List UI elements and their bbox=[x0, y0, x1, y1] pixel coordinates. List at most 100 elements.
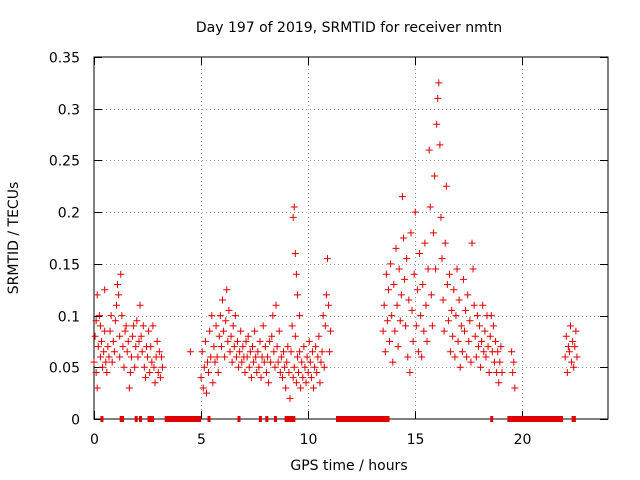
data-point bbox=[144, 353, 152, 361]
data-point bbox=[446, 270, 454, 278]
data-point bbox=[296, 348, 304, 356]
y-tick-label: 0.35 bbox=[49, 51, 80, 67]
data-point bbox=[213, 353, 221, 361]
data-point bbox=[508, 348, 516, 356]
data-point bbox=[257, 374, 265, 382]
data-point bbox=[157, 353, 165, 361]
data-point bbox=[418, 353, 426, 361]
data-point bbox=[389, 358, 397, 366]
data-point bbox=[102, 358, 110, 366]
data-point bbox=[112, 301, 120, 309]
data-point bbox=[388, 312, 396, 320]
data-point bbox=[567, 322, 575, 330]
data-point bbox=[99, 363, 107, 371]
data-point bbox=[291, 332, 299, 340]
data-point bbox=[272, 301, 280, 309]
data-point bbox=[317, 358, 325, 366]
data-point bbox=[215, 332, 223, 340]
data-point bbox=[137, 332, 145, 340]
data-point bbox=[252, 353, 260, 361]
data-point bbox=[396, 317, 404, 325]
data-point bbox=[298, 358, 306, 366]
data-point bbox=[390, 281, 398, 289]
data-point bbox=[284, 343, 292, 351]
data-point bbox=[125, 384, 133, 392]
data-point bbox=[259, 322, 267, 330]
data-point bbox=[129, 332, 137, 340]
data-point bbox=[473, 312, 481, 320]
data-point bbox=[425, 146, 433, 154]
data-point bbox=[97, 337, 105, 345]
data-point bbox=[300, 343, 308, 351]
data-point bbox=[282, 384, 290, 392]
data-point bbox=[210, 343, 218, 351]
data-point bbox=[115, 291, 123, 299]
data-point bbox=[118, 312, 126, 320]
data-point bbox=[202, 389, 210, 397]
zero-value-marker bbox=[134, 416, 138, 422]
data-point bbox=[568, 358, 576, 366]
data-point bbox=[401, 275, 409, 283]
data-point bbox=[132, 343, 140, 351]
data-point bbox=[422, 301, 430, 309]
data-point bbox=[312, 343, 320, 351]
data-point bbox=[381, 348, 389, 356]
data-point bbox=[295, 368, 303, 376]
data-point bbox=[227, 332, 235, 340]
data-point bbox=[391, 327, 399, 335]
data-point bbox=[155, 348, 163, 356]
data-point bbox=[564, 343, 572, 351]
data-point bbox=[326, 348, 334, 356]
data-point bbox=[225, 306, 233, 314]
data-point bbox=[275, 327, 283, 335]
data-point bbox=[423, 337, 431, 345]
data-point bbox=[459, 275, 467, 283]
data-point bbox=[467, 358, 475, 366]
plot-frame bbox=[93, 56, 609, 420]
data-point bbox=[265, 379, 273, 387]
data-point bbox=[380, 301, 388, 309]
data-point bbox=[289, 213, 297, 221]
data-point bbox=[464, 291, 472, 299]
data-point bbox=[494, 348, 502, 356]
data-point bbox=[289, 374, 297, 382]
data-point bbox=[122, 322, 130, 330]
data-point bbox=[217, 343, 225, 351]
zero-value-marker bbox=[273, 416, 277, 422]
data-point bbox=[404, 353, 412, 361]
zero-value-marker bbox=[237, 416, 241, 422]
data-point bbox=[268, 332, 276, 340]
data-point bbox=[92, 317, 100, 325]
data-point bbox=[232, 353, 240, 361]
data-point bbox=[244, 332, 252, 340]
data-point bbox=[453, 265, 461, 273]
zero-value-marker bbox=[571, 416, 576, 422]
data-point bbox=[321, 322, 329, 330]
zero-value-marker bbox=[265, 416, 269, 422]
data-point bbox=[419, 281, 427, 289]
data-point bbox=[131, 363, 139, 371]
data-point bbox=[134, 353, 142, 361]
chart-title: Day 197 of 2019, SRMTID for receiver nmt… bbox=[196, 20, 502, 36]
data-point bbox=[412, 322, 420, 330]
data-point bbox=[565, 348, 573, 356]
zero-value-marker bbox=[119, 416, 124, 422]
axis-ticks bbox=[94, 57, 608, 420]
data-point bbox=[242, 337, 250, 345]
data-point bbox=[509, 368, 517, 376]
data-point bbox=[325, 301, 333, 309]
data-point bbox=[306, 358, 314, 366]
data-point bbox=[253, 368, 261, 376]
data-point bbox=[103, 368, 111, 376]
data-point bbox=[248, 343, 256, 351]
data-point bbox=[458, 348, 466, 356]
data-point bbox=[428, 322, 436, 330]
data-point bbox=[323, 255, 331, 263]
data-point bbox=[327, 327, 335, 335]
data-point bbox=[405, 296, 413, 304]
data-point bbox=[206, 327, 214, 335]
data-point bbox=[451, 353, 459, 361]
data-point bbox=[414, 348, 422, 356]
y-tick-label: 0.3 bbox=[58, 103, 80, 119]
